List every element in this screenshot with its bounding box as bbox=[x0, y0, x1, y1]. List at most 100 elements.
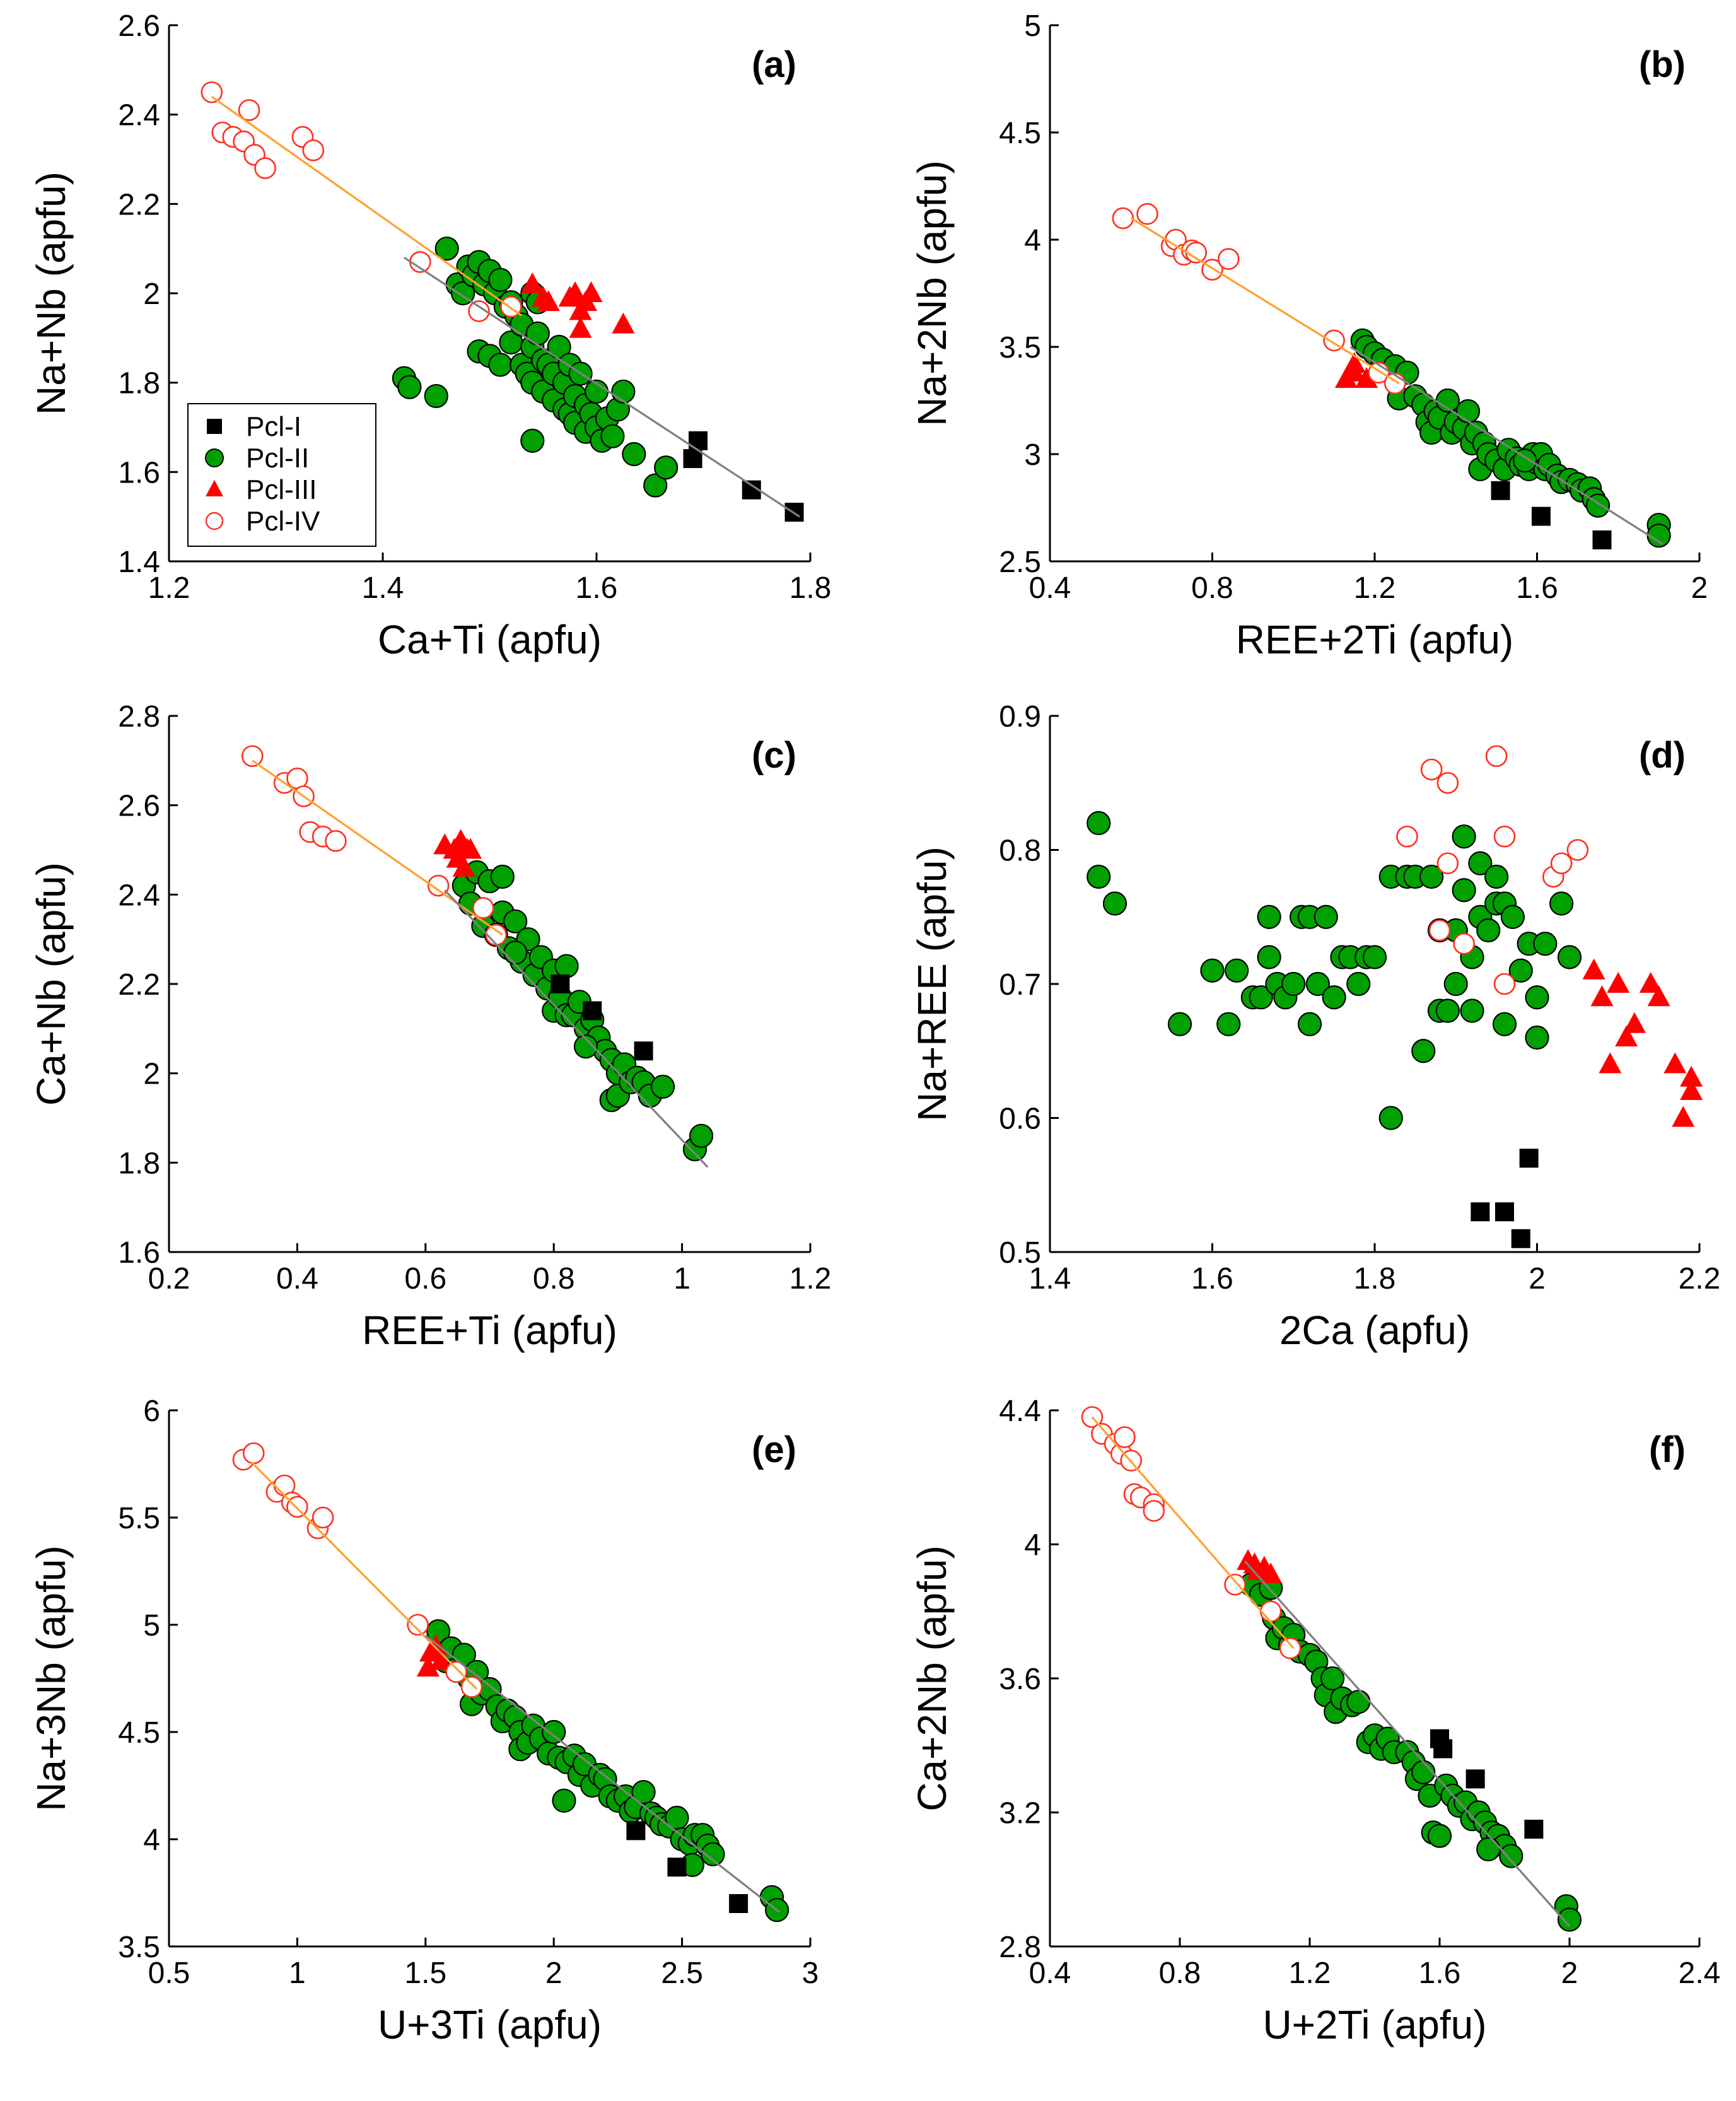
pcl-iv-point-6 bbox=[254, 157, 276, 179]
pcl-ii-point-35 bbox=[631, 1780, 656, 1805]
pcl-iii-point-9 bbox=[1672, 1106, 1695, 1127]
x-axis-title: REE+Ti (apfu) bbox=[362, 1308, 617, 1353]
pcl-iii-point-5 bbox=[1623, 1012, 1646, 1033]
series-pcl-ii bbox=[1239, 1572, 1582, 1932]
pcl-iii-point-1 bbox=[1590, 985, 1614, 1007]
legend-marker-pcl-iv bbox=[205, 512, 224, 530]
y-tick-label: 4.5 bbox=[118, 1716, 160, 1750]
legend-label-pcl-iii: Pcl-III bbox=[246, 474, 317, 505]
pcl-i-point-0 bbox=[551, 974, 570, 993]
pcl-iv-point-11 bbox=[1259, 1600, 1282, 1623]
panel-a: 1.2 1.4 1.6 1.81.41.61.822.22.42.6Ca+Ti (ap… bbox=[28, 9, 831, 662]
y-tick-label: 0.6 bbox=[999, 1103, 1041, 1136]
pcl-iv-point-0 bbox=[201, 81, 223, 103]
pcl-iv-point-6 bbox=[1185, 242, 1208, 264]
y-axis-title: Na+REE (apfu) bbox=[909, 846, 955, 1121]
pcl-i-point-2 bbox=[1592, 530, 1612, 549]
pcl-iii-point-0 bbox=[521, 272, 544, 293]
legend-label-pcl-i: Pcl-I bbox=[246, 411, 301, 442]
x-tick-label: 1.2 bbox=[148, 571, 190, 605]
pcl-iv-point-4 bbox=[238, 99, 260, 121]
pcl-iii-point-4 bbox=[1259, 1562, 1283, 1584]
y-tick-label: 2.6 bbox=[118, 790, 160, 823]
pcl-ii-point-3 bbox=[434, 237, 459, 261]
x-tick-label: 1.6 bbox=[576, 571, 618, 605]
pcl-ii-point-35 bbox=[650, 1074, 675, 1099]
pcl-ii-point-46 bbox=[1492, 1012, 1517, 1036]
pcl-i-point-1 bbox=[1531, 506, 1551, 526]
x-tick-label: 1.2 bbox=[789, 1262, 832, 1296]
pcl-ii-point-17 bbox=[1305, 971, 1330, 997]
panel-label: (a) bbox=[752, 44, 796, 85]
y-tick-label: 6 bbox=[143, 1395, 160, 1428]
y-tick-label: 3.5 bbox=[999, 331, 1041, 365]
pcl-ii-point-17 bbox=[1455, 399, 1481, 424]
fit-line-gray bbox=[1244, 1560, 1571, 1928]
y-tick-label: 3.5 bbox=[118, 1931, 160, 1964]
pcl-iv-point-11 bbox=[1566, 839, 1589, 861]
pcl-iv-point-10 bbox=[460, 1676, 483, 1698]
pcl-ii-point-38 bbox=[503, 940, 528, 965]
pcl-iv-point-8 bbox=[407, 1613, 429, 1636]
y-tick-label: 5 bbox=[143, 1609, 160, 1642]
pcl-ii-point-35 bbox=[1443, 971, 1468, 997]
y-tick-label: 2.5 bbox=[999, 546, 1041, 579]
pcl-iv-point-7 bbox=[312, 1506, 334, 1529]
pcl-ii-point-10 bbox=[1257, 904, 1281, 929]
pcl-iv-point-9 bbox=[1143, 1500, 1165, 1522]
pcl-ii-point-17 bbox=[1346, 1690, 1371, 1714]
pcl-ii-point-46 bbox=[701, 1842, 725, 1866]
pcl-ii-point-6 bbox=[1225, 958, 1249, 983]
pcl-ii-point-37 bbox=[689, 1123, 714, 1148]
y-tick-label: 2.6 bbox=[118, 9, 160, 43]
pcl-i-point-0 bbox=[1491, 481, 1510, 500]
y-tick-label: 1.8 bbox=[118, 1147, 160, 1180]
pcl-i-point-1 bbox=[1433, 1739, 1453, 1759]
pcl-ii-point-29 bbox=[1411, 1039, 1436, 1063]
x-tick-label: 1.8 bbox=[1354, 1262, 1396, 1296]
pcl-iv-point-0 bbox=[241, 745, 264, 768]
y-tick-label: 3.2 bbox=[999, 1797, 1041, 1830]
y-tick-label: 0.9 bbox=[999, 700, 1041, 734]
pcl-iii-point-0 bbox=[1582, 958, 1605, 980]
x-tick-label: 0.5 bbox=[148, 1957, 190, 1990]
pcl-ii-point-5 bbox=[1216, 1012, 1241, 1036]
y-tick-label: 3.6 bbox=[999, 1663, 1041, 1696]
x-tick-label: 2 bbox=[1529, 1262, 1546, 1296]
y-tick-label: 2.4 bbox=[118, 879, 160, 912]
pcl-iii-point-4 bbox=[452, 855, 475, 877]
pcl-iii-point-2 bbox=[1343, 352, 1366, 373]
fit-line-orange bbox=[211, 96, 523, 317]
series-pcl-iv bbox=[1081, 1406, 1302, 1659]
pcl-i-point-1 bbox=[583, 1001, 602, 1021]
pcl-ii-point-53 bbox=[1549, 891, 1574, 916]
x-tick-label: 2 bbox=[545, 1957, 562, 1990]
pcl-ii-point-47 bbox=[1500, 904, 1525, 929]
pcl-i-point-2 bbox=[1511, 1229, 1530, 1248]
panel-e: 0.5 1 1.5 2 2.5 3 3.5 4 4.5 5 5.5 6 U+3Ti (apfu) Na+3… bbox=[28, 1395, 818, 2047]
pcl-i-point-0 bbox=[683, 449, 702, 469]
pcl-ii-point-20 bbox=[542, 1719, 566, 1745]
pcl-ii-point-15 bbox=[488, 353, 513, 377]
y-axis-title: Na+2Nb (apfu) bbox=[909, 160, 955, 426]
pcl-iv-point-1 bbox=[242, 1442, 265, 1465]
pcl-ii-point-51 bbox=[622, 442, 646, 467]
pcl-ii-point-8 bbox=[1249, 985, 1273, 1010]
x-axis-title: U+2Ti (apfu) bbox=[1262, 2002, 1486, 2047]
pcl-iv-point-4 bbox=[1114, 1426, 1136, 1448]
pcl-iv-point-8 bbox=[472, 897, 494, 919]
x-tick-label: 2 bbox=[1561, 1957, 1578, 1990]
pcl-iii-point-2 bbox=[537, 290, 560, 312]
x-tick-label: 0.2 bbox=[148, 1262, 190, 1296]
x-tick-label: 0.4 bbox=[1029, 1957, 1071, 1990]
pcl-iii-point-4 bbox=[1615, 1026, 1638, 1046]
y-tick-label: 4 bbox=[1024, 224, 1041, 257]
pcl-iii-point-3 bbox=[1607, 972, 1630, 993]
pcl-ii-point-48 bbox=[600, 424, 625, 448]
y-tick-label: 3 bbox=[1024, 438, 1041, 472]
pcl-ii-point-54 bbox=[1557, 945, 1582, 969]
pcl-ii-point-3 bbox=[1167, 1012, 1192, 1036]
panels: 1.2 1.4 1.6 1.81.41.61.822.22.42.6Ca+Ti (ap… bbox=[28, 9, 1720, 2047]
pcl-iv-point-6 bbox=[1485, 745, 1508, 768]
pcl-ii-point-2 bbox=[1102, 891, 1127, 916]
